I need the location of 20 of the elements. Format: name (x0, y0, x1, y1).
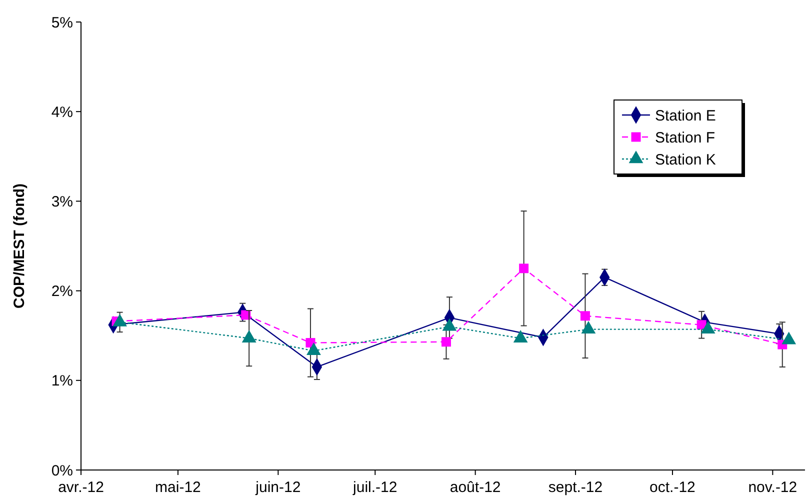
y-tick-label: 0% (51, 462, 73, 480)
y-tick-label: 5% (51, 14, 73, 32)
point (580, 311, 590, 321)
y-axis-title: COP/MEST (fond) (11, 184, 28, 308)
legend-label: Station F (655, 129, 716, 146)
legend-label: Station E (655, 107, 716, 124)
point (519, 264, 529, 274)
x-tick-label: avr.-12 (58, 479, 104, 496)
x-tick-label: sept.-12 (548, 479, 603, 496)
x-tick-label: juin-12 (254, 479, 301, 496)
x-tick-label: juil.-12 (352, 479, 398, 496)
x-tick-label: mai-12 (155, 479, 201, 496)
y-tick-label: 4% (51, 104, 73, 121)
x-tick-label: août-12 (450, 479, 501, 496)
y-tick-label: 3% (51, 193, 73, 210)
x-tick-label: nov.-12 (748, 479, 798, 496)
y-tick-label: 1% (51, 372, 73, 390)
x-tick-label: oct.-12 (650, 479, 696, 496)
y-tick-label: 2% (51, 283, 73, 300)
legend-label: Station K (655, 151, 716, 168)
